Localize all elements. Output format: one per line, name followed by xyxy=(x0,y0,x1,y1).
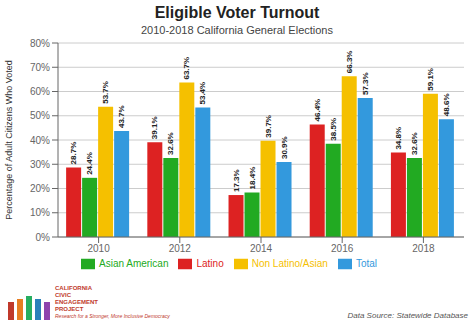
svg-text:Percentage of Adult Citizens W: Percentage of Adult Citizens Who Voted xyxy=(8,60,14,220)
svg-text:30.9%: 30.9% xyxy=(280,136,289,159)
svg-text:63.7%: 63.7% xyxy=(182,57,191,80)
svg-text:32.6%: 32.6% xyxy=(410,132,419,155)
svg-text:60%: 60% xyxy=(30,86,50,97)
svg-text:39.1%: 39.1% xyxy=(150,116,159,139)
svg-text:20%: 20% xyxy=(30,183,50,194)
svg-text:32.6%: 32.6% xyxy=(166,132,175,155)
html-text:CALIFORNIA: CALIFORNIA xyxy=(55,285,92,291)
html-text:Latino: Latino xyxy=(196,257,224,269)
svg-text:10%: 10% xyxy=(30,207,50,218)
html-text:PROJECT: PROJECT xyxy=(55,306,84,312)
svg-text:53.4%: 53.4% xyxy=(198,82,207,105)
svg-text:59.1%: 59.1% xyxy=(426,68,435,91)
svg-text:57.3%: 57.3% xyxy=(361,72,370,95)
svg-text:53.7%: 53.7% xyxy=(101,81,110,104)
svg-text:2014: 2014 xyxy=(250,243,273,254)
html-text:Total: Total xyxy=(355,257,377,269)
svg-text:48.6%: 48.6% xyxy=(442,93,451,116)
svg-text:40%: 40% xyxy=(30,135,50,146)
svg-text:30%: 30% xyxy=(30,159,50,170)
svg-text:0%: 0% xyxy=(36,232,51,243)
svg-text:2012: 2012 xyxy=(169,243,192,254)
html-text:2010-2018 California General E: 2010-2018 California General Elections xyxy=(141,24,333,36)
svg-text:46.4%: 46.4% xyxy=(313,99,322,122)
svg-text:17.3%: 17.3% xyxy=(232,169,241,192)
svg-text:80%: 80% xyxy=(30,38,50,49)
svg-text:43.7%: 43.7% xyxy=(117,105,126,128)
html-text:Eligible Voter Turnout: Eligible Voter Turnout xyxy=(154,4,320,21)
svg-text:2018: 2018 xyxy=(412,243,435,254)
html-text:CIVIC: CIVIC xyxy=(55,292,71,298)
svg-text:28.7%: 28.7% xyxy=(69,142,78,165)
svg-text:24.4%: 24.4% xyxy=(85,152,94,175)
svg-text:38.5%: 38.5% xyxy=(329,118,338,141)
html-text:Asian American: Asian American xyxy=(99,257,169,269)
html-text:Non Latino/Asian: Non Latino/Asian xyxy=(251,257,328,269)
html-text:ENGAGEMENT: ENGAGEMENT xyxy=(55,299,98,305)
html-text:Data Source: Statewide Databas: Data Source: Statewide Database xyxy=(347,311,468,320)
html-text:Research for a Stronger, More: Research for a Stronger, More Inclusive … xyxy=(55,313,170,319)
svg-text:34.8%: 34.8% xyxy=(394,127,403,150)
svg-text:18.4%: 18.4% xyxy=(248,167,257,190)
svg-text:2016: 2016 xyxy=(331,243,354,254)
svg-text:39.7%: 39.7% xyxy=(264,115,273,138)
svg-text:66.3%: 66.3% xyxy=(345,51,354,74)
svg-text:70%: 70% xyxy=(30,62,50,73)
svg-text:2010: 2010 xyxy=(87,243,110,254)
svg-text:50%: 50% xyxy=(30,110,50,121)
